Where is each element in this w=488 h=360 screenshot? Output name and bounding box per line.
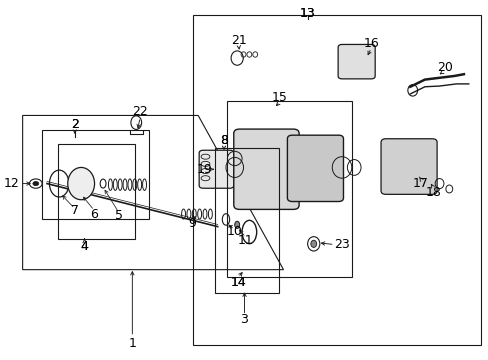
Text: 4: 4	[81, 240, 88, 253]
Ellipse shape	[68, 167, 94, 200]
Text: 17: 17	[412, 177, 428, 190]
Text: 2: 2	[71, 118, 79, 131]
Text: 8: 8	[220, 134, 227, 147]
FancyBboxPatch shape	[199, 150, 233, 188]
Text: 15: 15	[272, 91, 287, 104]
Text: 14: 14	[230, 276, 245, 289]
Text: 16: 16	[363, 37, 378, 50]
Bar	[227, 101, 351, 277]
FancyBboxPatch shape	[287, 135, 343, 202]
Text: 19: 19	[196, 163, 212, 176]
Text: 20: 20	[437, 60, 452, 73]
FancyBboxPatch shape	[233, 129, 299, 210]
Text: 9: 9	[188, 216, 196, 230]
Text: 10: 10	[226, 225, 242, 238]
FancyBboxPatch shape	[380, 139, 436, 194]
Bar	[42, 130, 149, 220]
Text: 8: 8	[220, 134, 227, 147]
Text: 6: 6	[90, 208, 98, 221]
Bar	[193, 15, 480, 345]
Text: 2: 2	[71, 118, 79, 131]
Bar	[58, 144, 135, 239]
Text: 12: 12	[3, 177, 19, 190]
Ellipse shape	[310, 240, 316, 247]
Bar	[215, 148, 278, 293]
Text: 13: 13	[300, 7, 315, 20]
Text: 18: 18	[425, 186, 441, 199]
Text: 13: 13	[300, 7, 315, 20]
Text: 21: 21	[230, 33, 246, 47]
Ellipse shape	[234, 221, 239, 228]
Text: 14: 14	[230, 276, 245, 289]
Text: 11: 11	[238, 234, 253, 247]
FancyBboxPatch shape	[337, 44, 374, 79]
Text: 22: 22	[132, 105, 148, 118]
Text: 23: 23	[333, 238, 349, 251]
Text: 3: 3	[240, 313, 248, 327]
Circle shape	[33, 181, 39, 186]
Text: 1: 1	[128, 337, 136, 350]
Text: 5: 5	[115, 210, 122, 222]
Text: 7: 7	[71, 204, 79, 217]
Text: 4: 4	[81, 240, 88, 253]
